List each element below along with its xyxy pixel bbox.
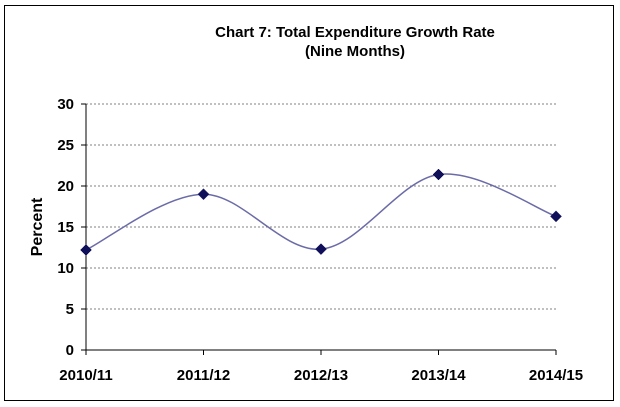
data-point-2013-14	[432, 168, 445, 181]
chart-frame	[4, 5, 614, 401]
chart-title-line-1: Chart 7: Total Expenditure Growth Rate	[215, 24, 495, 41]
x-tick-label: 2014/15	[529, 367, 583, 384]
series-layer	[80, 168, 562, 256]
x-tick-label: 2013/14	[411, 367, 466, 384]
x-tick-label: 2011/12	[177, 367, 230, 384]
chart-title-line-2: (Nine Months)	[305, 43, 405, 60]
y-tick-label: 20	[57, 178, 74, 195]
data-point-2014-15	[550, 210, 562, 223]
y-tick-labels: 0 5 10 15 20 25 30	[57, 96, 74, 359]
axes	[81, 103, 557, 355]
data-point-2011-12	[197, 188, 210, 201]
y-tick-label: 0	[66, 342, 74, 359]
y-axis-title: Percent	[29, 197, 46, 256]
y-tick-label: 10	[57, 260, 74, 277]
y-tick-label: 5	[66, 301, 74, 318]
x-tick-label: 2012/13	[294, 367, 348, 384]
x-tick-label: 2010/11	[59, 367, 112, 384]
gridlines	[86, 103, 556, 310]
y-tick-label: 30	[57, 96, 74, 113]
x-tick-labels: 2010/11 2011/12 2012/13 2013/14 2014/15	[59, 367, 583, 384]
y-tick-label: 25	[57, 137, 74, 154]
data-point-2012-13	[315, 243, 327, 255]
series-line	[85, 173, 557, 251]
data-point-2010-11	[80, 244, 92, 256]
y-tick-label: 15	[57, 219, 74, 236]
